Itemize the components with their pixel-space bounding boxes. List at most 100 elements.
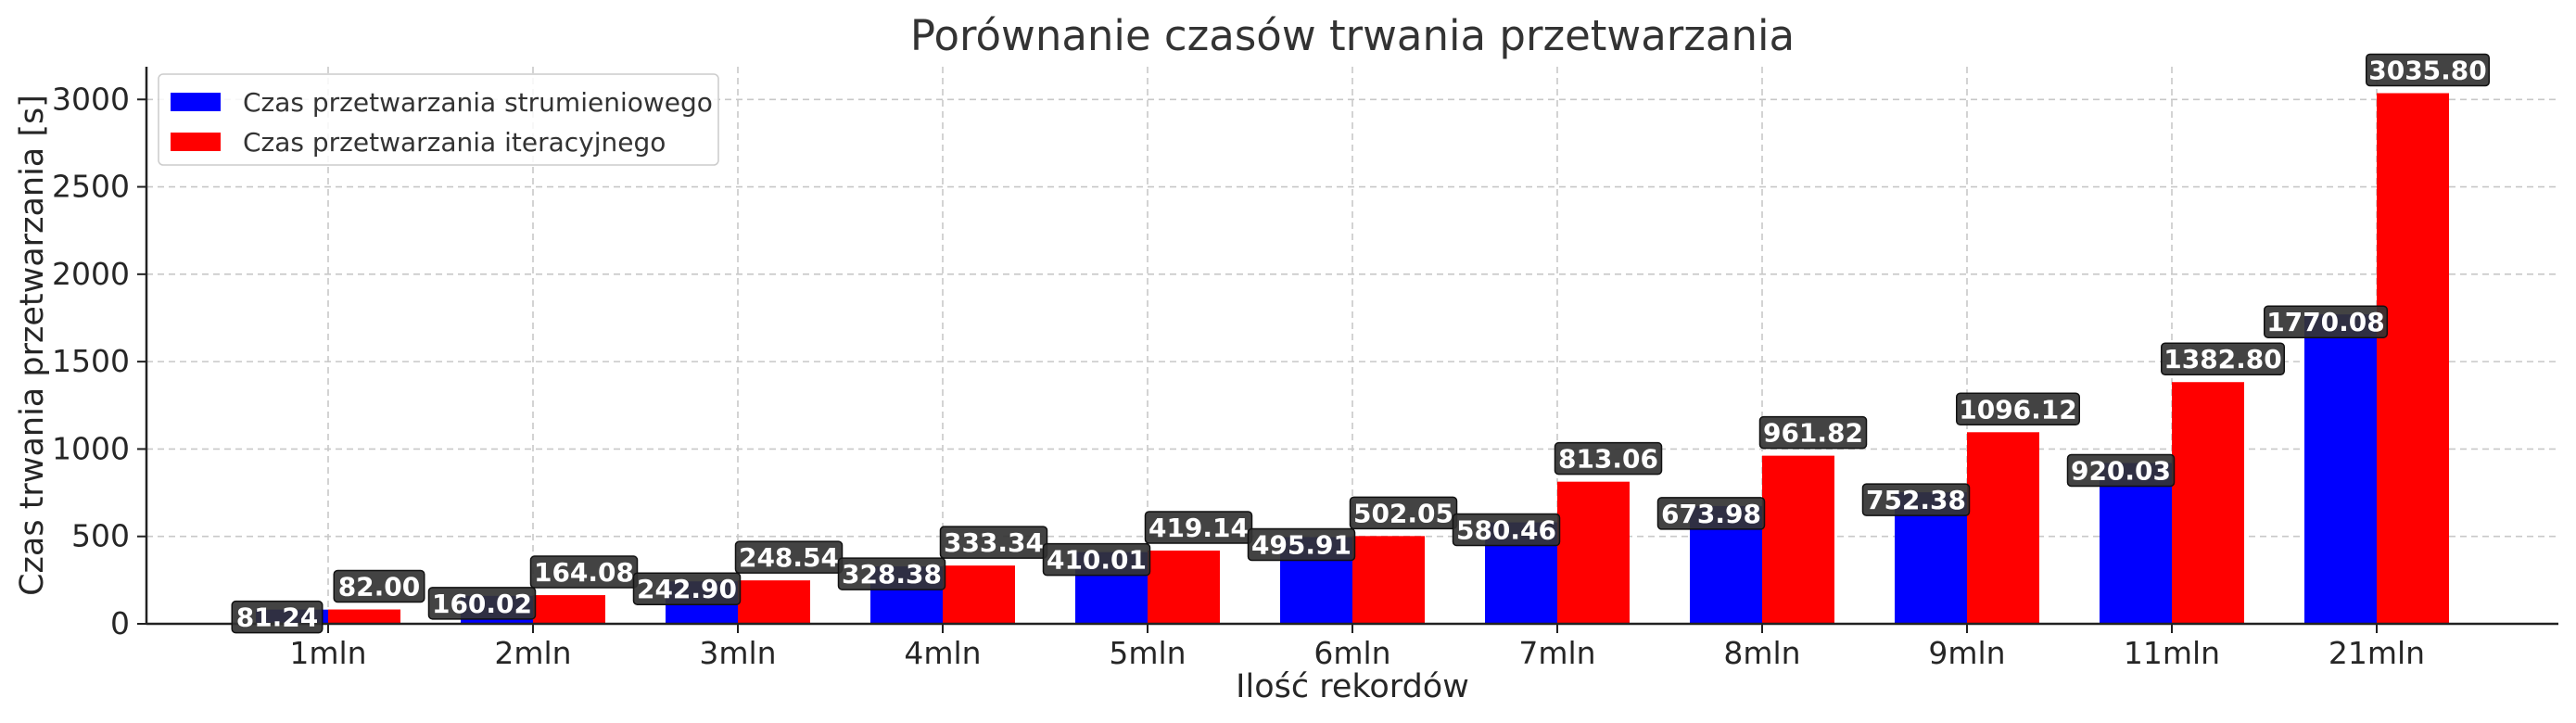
data-label-text: 328.38: [842, 559, 942, 590]
data-label-box: [231, 600, 324, 634]
bar-iter: [1762, 455, 1834, 624]
data-label-text: 920.03: [2071, 456, 2171, 487]
data-label: 81.24: [231, 600, 324, 634]
x-tick-label: 11mln: [2124, 635, 2220, 671]
data-label: 333.34: [939, 526, 1048, 559]
data-label-text: 160.02: [432, 589, 532, 619]
data-label-box: [1758, 415, 1868, 450]
data-label-box: [1861, 483, 1971, 516]
legend-frame: [158, 73, 719, 166]
data-label-text: 1770.08: [2266, 307, 2385, 337]
data-label: 502.05: [1349, 496, 1458, 530]
data-label-box: [1956, 392, 2080, 426]
data-label: 3035.80: [2366, 53, 2490, 87]
data-label: 495.91: [1247, 527, 1356, 562]
legend-label: Czas przetwarzania iteracyjnego: [243, 127, 666, 158]
data-label-box: [1247, 527, 1356, 562]
data-label: 410.01: [1042, 542, 1151, 577]
chart-title: Porównanie czasów trwania przetwarzania: [910, 11, 1795, 60]
axes: 0 500 1000 1500 2000 2500 3000 1mln 2mln 3mln 4mln…: [52, 67, 2558, 671]
data-label: 164.08: [529, 555, 639, 589]
x-tick-label: 9mln: [1928, 635, 2005, 671]
x-tick-label: 2mln: [494, 635, 571, 671]
bar-stream: [2100, 463, 2172, 624]
data-label-box: [1656, 497, 1766, 530]
data-label-box: [2066, 453, 2176, 488]
legend: Czas przetwarzania strumieniowego Czas pr…: [158, 73, 719, 166]
data-label: 242.90: [632, 572, 742, 605]
data-label: 813.06: [1554, 441, 1663, 476]
bar-iter: [943, 565, 1015, 624]
y-tick-label: 2000: [52, 256, 130, 292]
data-label: 1770.08: [2264, 305, 2388, 338]
data-label: 160.02: [427, 587, 537, 620]
x-axis-title: Ilość rekordów: [1236, 668, 1469, 705]
data-label: 961.82: [1758, 415, 1868, 450]
data-label-box: [427, 587, 537, 620]
data-label: 419.14: [1144, 511, 1253, 544]
bar-iter: [1148, 550, 1220, 624]
data-label-box: [1144, 511, 1253, 544]
data-label-text: 81.24: [236, 602, 319, 633]
data-label-text: 752.38: [1866, 485, 1966, 515]
data-label-text: 1382.80: [2164, 344, 2282, 374]
data-label: 580.46: [1452, 513, 1561, 547]
bar-iter: [1967, 432, 2039, 624]
data-label: 1382.80: [2161, 342, 2285, 375]
bar-iter: [328, 609, 400, 624]
data-label: 673.98: [1656, 497, 1766, 530]
data-label: 248.54: [734, 540, 844, 574]
bar-iter: [533, 595, 605, 624]
data-label-text: 242.90: [637, 574, 737, 604]
bar-iter: [2172, 382, 2244, 624]
y-tick-label: 2500: [52, 169, 130, 205]
x-tick-label: 4mln: [904, 635, 981, 671]
data-label: 1096.12: [1956, 392, 2080, 426]
data-label: 752.38: [1861, 483, 1971, 516]
x-tick-label: 21mln: [2329, 635, 2425, 671]
legend-label: Czas przetwarzania strumieniowego: [243, 87, 713, 118]
data-label-box: [529, 555, 639, 589]
data-label-text: 419.14: [1148, 513, 1249, 543]
data-label-box: [1042, 542, 1151, 577]
y-tick-label: 1000: [52, 430, 130, 466]
data-label: 328.38: [837, 557, 946, 590]
bar-stream: [2304, 314, 2377, 624]
x-tick-label: 7mln: [1518, 635, 1595, 671]
data-label-box: [1452, 513, 1561, 547]
data-label-box: [1554, 441, 1663, 476]
data-label-box: [837, 557, 946, 590]
bar-iter: [1352, 536, 1425, 624]
data-label-box: [2161, 342, 2285, 375]
data-label-text: 673.98: [1661, 499, 1761, 529]
x-tick-label: 3mln: [699, 635, 776, 671]
data-label: 920.03: [2066, 453, 2176, 488]
bar-iter: [1557, 481, 1630, 624]
data-label-box: [2264, 305, 2388, 338]
legend-swatch: [171, 93, 221, 111]
data-label-text: 333.34: [944, 527, 1044, 558]
data-label-text: 248.54: [739, 542, 839, 573]
data-label-box: [939, 526, 1048, 559]
data-label-box: [734, 540, 844, 574]
data-label-box: [632, 572, 742, 605]
data-label-box: [1349, 496, 1458, 530]
data-label-text: 495.91: [1251, 529, 1351, 560]
x-tick-label: 1mln: [289, 635, 366, 671]
data-label: 82.00: [333, 569, 425, 603]
y-tick-label: 3000: [52, 81, 130, 117]
data-label-box: [333, 569, 425, 603]
data-label-text: 502.05: [1353, 498, 1453, 528]
data-label-text: 164.08: [534, 557, 634, 588]
data-label-text: 1096.12: [1959, 394, 2077, 425]
data-label-text: 3035.80: [2368, 56, 2487, 86]
x-tick-label: 8mln: [1723, 635, 1800, 671]
data-label-text: 580.46: [1456, 515, 1556, 546]
data-label-text: 82.00: [338, 572, 421, 602]
data-label-text: 961.82: [1763, 418, 1863, 449]
data-label-text: 410.01: [1047, 545, 1147, 576]
data-label-box: [2366, 53, 2490, 87]
legend-swatch: [171, 133, 221, 151]
